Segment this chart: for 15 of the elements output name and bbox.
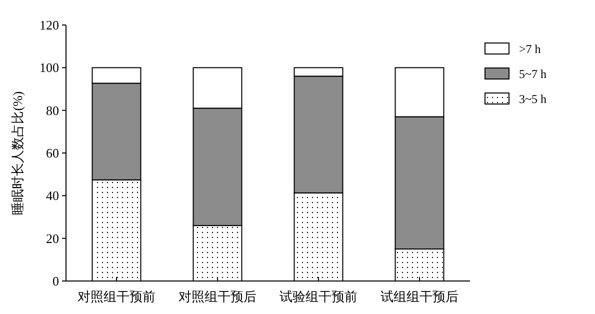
x-tick-label: 对照组干预前 bbox=[78, 289, 156, 304]
legend-label: 3~5 h bbox=[519, 92, 546, 106]
x-tick-label: 试验组干预前 bbox=[280, 289, 358, 304]
y-tick-label: 100 bbox=[40, 60, 59, 76]
y-tick-label: 60 bbox=[46, 146, 59, 161]
legend-label: >7 h bbox=[519, 42, 541, 56]
y-tick-label: 20 bbox=[46, 230, 59, 246]
y-tick-label: 40 bbox=[46, 188, 59, 204]
y-tick-label: 120 bbox=[40, 18, 59, 33]
x-tick-label: 试组组干预后 bbox=[380, 289, 458, 304]
legend-label: 5~7 h bbox=[519, 67, 546, 82]
y-axis-title: 睡眠时长人数占比(%) bbox=[10, 91, 25, 215]
y-tick-label: 0 bbox=[52, 274, 59, 289]
x-tick-label: 对照组干预后 bbox=[178, 289, 256, 304]
y-tick-label: 80 bbox=[46, 102, 59, 118]
